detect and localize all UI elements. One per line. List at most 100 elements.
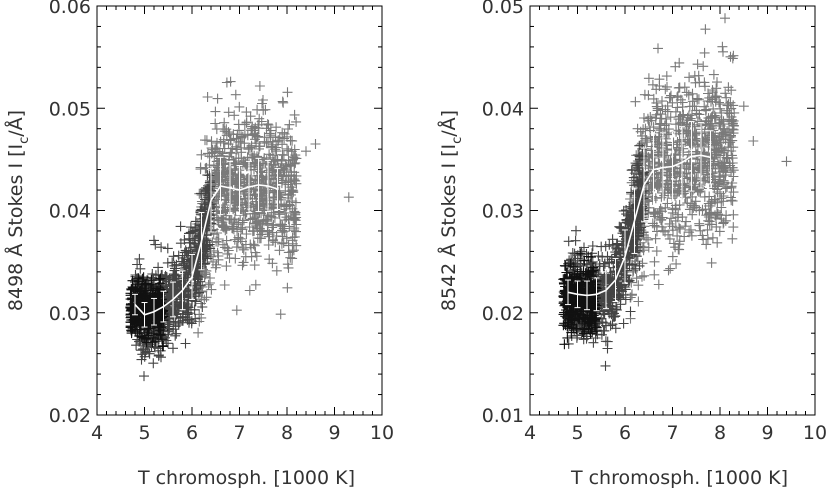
data-point bbox=[604, 239, 615, 250]
x-tick-label: 9 bbox=[328, 422, 340, 444]
data-point bbox=[257, 193, 268, 203]
data-point bbox=[238, 215, 249, 226]
data-point bbox=[234, 101, 245, 112]
y-tick-label: 0.06 bbox=[49, 0, 91, 18]
data-point bbox=[271, 265, 282, 276]
data-point bbox=[284, 119, 295, 130]
data-point bbox=[618, 318, 629, 329]
data-point bbox=[252, 171, 262, 181]
data-point bbox=[134, 253, 145, 264]
data-point bbox=[642, 113, 653, 124]
data-point bbox=[714, 131, 725, 142]
data-point bbox=[237, 243, 248, 253]
data-point bbox=[225, 147, 236, 158]
data-point bbox=[184, 261, 195, 272]
data-point bbox=[231, 193, 242, 204]
data-point bbox=[175, 221, 186, 232]
data-point bbox=[615, 222, 626, 233]
data-point bbox=[241, 107, 252, 118]
data-point bbox=[275, 309, 286, 320]
data-point bbox=[258, 201, 269, 211]
data-point bbox=[573, 306, 583, 317]
data-point bbox=[637, 169, 648, 180]
data-point bbox=[650, 193, 661, 204]
data-point bbox=[561, 305, 571, 315]
data-point bbox=[681, 87, 692, 98]
data-point bbox=[724, 108, 735, 119]
data-point bbox=[639, 113, 649, 123]
data-point bbox=[264, 149, 275, 160]
data-point bbox=[660, 133, 671, 144]
data-point bbox=[580, 268, 591, 279]
data-point bbox=[712, 207, 722, 218]
data-point bbox=[577, 310, 588, 321]
data-point bbox=[146, 341, 157, 352]
data-point bbox=[281, 200, 292, 211]
data-point bbox=[589, 321, 600, 331]
data-point bbox=[602, 251, 613, 262]
data-point bbox=[633, 230, 644, 241]
data-point bbox=[672, 212, 683, 223]
data-point bbox=[683, 89, 694, 100]
data-point bbox=[606, 291, 617, 302]
data-point bbox=[244, 142, 255, 153]
x-tick-label: 7 bbox=[233, 422, 245, 444]
data-point bbox=[212, 93, 223, 104]
data-point bbox=[173, 318, 184, 329]
data-point bbox=[698, 61, 709, 72]
data-point bbox=[672, 102, 683, 113]
data-point bbox=[579, 242, 589, 253]
data-point bbox=[249, 150, 260, 161]
data-point bbox=[599, 258, 610, 269]
y-tick-label: 0.04 bbox=[482, 98, 524, 120]
data-point bbox=[175, 288, 186, 299]
mean-line bbox=[134, 184, 278, 316]
data-point bbox=[282, 87, 293, 98]
data-point bbox=[130, 301, 141, 312]
data-point bbox=[569, 315, 580, 326]
data-point bbox=[283, 262, 294, 273]
data-point bbox=[218, 213, 229, 224]
data-point bbox=[560, 261, 571, 272]
data-point bbox=[693, 94, 704, 105]
data-point bbox=[185, 260, 196, 271]
data-point bbox=[691, 108, 702, 119]
data-point bbox=[654, 119, 665, 130]
data-point bbox=[674, 82, 685, 93]
data-point bbox=[699, 77, 710, 88]
data-point bbox=[590, 305, 601, 315]
data-point bbox=[211, 124, 222, 135]
data-point bbox=[176, 256, 187, 267]
data-point bbox=[182, 250, 193, 261]
data-point bbox=[709, 112, 720, 123]
data-point bbox=[631, 160, 642, 171]
data-point bbox=[224, 253, 235, 264]
data-point bbox=[726, 130, 736, 141]
data-point bbox=[652, 226, 662, 237]
data-point bbox=[236, 131, 247, 142]
data-point bbox=[139, 351, 150, 362]
data-point bbox=[558, 291, 569, 302]
data-point bbox=[138, 272, 149, 283]
data-point bbox=[700, 24, 711, 35]
data-point bbox=[656, 215, 666, 226]
data-point bbox=[639, 270, 650, 281]
data-point bbox=[285, 189, 296, 200]
data-point bbox=[665, 112, 676, 123]
data-point bbox=[260, 198, 271, 209]
data-point bbox=[211, 202, 222, 213]
data-point bbox=[247, 149, 257, 160]
data-point bbox=[656, 206, 667, 217]
data-point bbox=[243, 173, 254, 184]
data-point bbox=[234, 125, 245, 136]
data-point bbox=[563, 317, 573, 328]
data-point bbox=[141, 293, 152, 304]
data-point bbox=[288, 187, 299, 198]
data-point bbox=[142, 339, 153, 350]
data-point bbox=[624, 253, 634, 264]
data-point bbox=[624, 251, 635, 261]
data-point bbox=[218, 222, 229, 233]
data-point bbox=[153, 295, 164, 306]
data-point bbox=[288, 151, 299, 162]
data-point bbox=[657, 96, 667, 107]
